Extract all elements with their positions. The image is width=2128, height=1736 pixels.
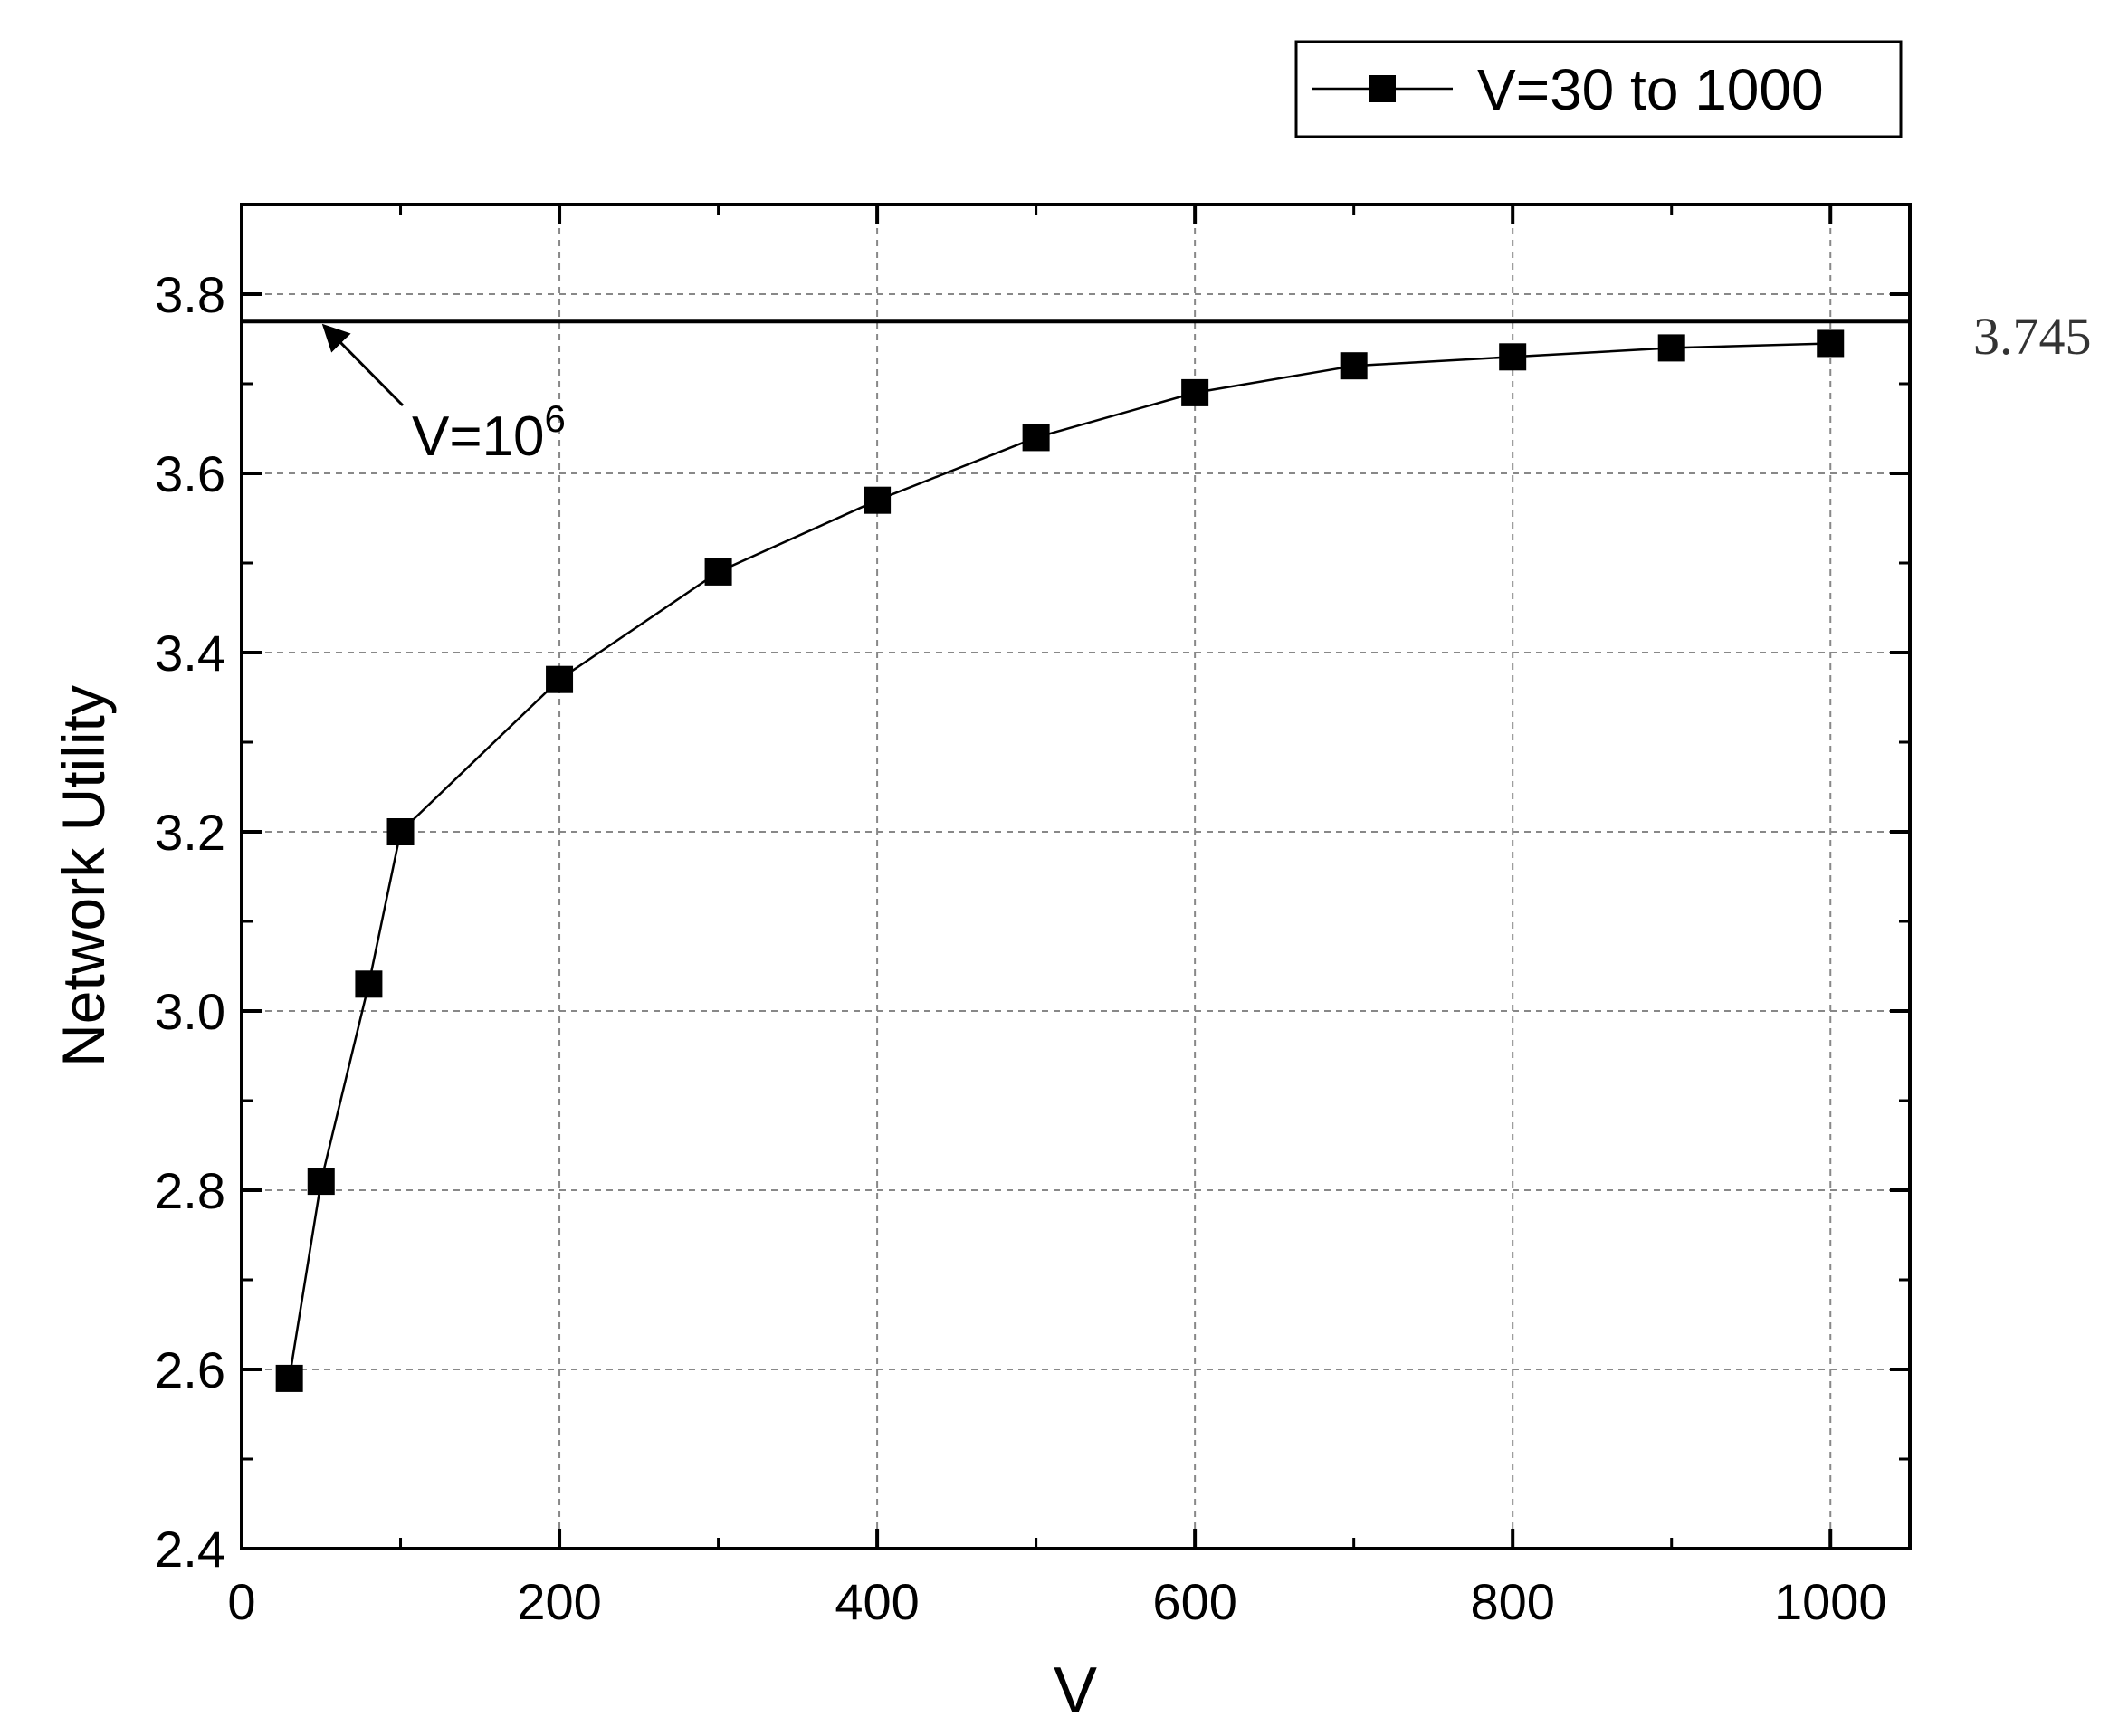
x-tick-label: 400 (835, 1573, 919, 1630)
data-point (355, 970, 383, 998)
y-tick-label: 2.4 (155, 1521, 225, 1578)
x-axis-label: V (1054, 1655, 1097, 1727)
data-point (704, 558, 732, 586)
y-tick-label: 2.8 (155, 1162, 225, 1219)
legend-marker (1369, 75, 1396, 102)
y-tick-labels: 2.4 2.6 2.8 3.0 3.2 3.4 3.6 3.8 (155, 266, 225, 1578)
data-point (1499, 343, 1527, 371)
y-tick-label: 3.4 (155, 625, 225, 682)
data-point (864, 486, 892, 514)
data-point (1657, 334, 1685, 362)
annotation-label: V=106 (412, 397, 566, 468)
x-tick-label: 1000 (1774, 1573, 1887, 1630)
right-value-label: 3.745 (1973, 307, 2092, 366)
y-tick-label: 2.6 (155, 1341, 225, 1398)
y-axis-label: Network Utility (50, 685, 117, 1067)
x-tick-labels: 0 200 400 600 800 1000 (227, 1573, 1886, 1630)
data-point (386, 818, 415, 845)
series-layer (275, 329, 1845, 1392)
x-tick-label: 0 (227, 1573, 255, 1630)
data-point (1817, 329, 1845, 358)
data-point (1181, 378, 1209, 406)
annotation-arrow (321, 323, 405, 407)
legend-box (1294, 40, 1903, 138)
plot-frame (240, 203, 1912, 1550)
data-point (275, 1364, 303, 1392)
y-tick-label: 3.2 (155, 804, 225, 861)
y-tick-label: 3.8 (155, 266, 225, 323)
x-tick-label: 600 (1152, 1573, 1236, 1630)
data-point (546, 665, 574, 693)
x-tick-label: 200 (517, 1573, 601, 1630)
legend-label: V=30 to 1000 (1477, 57, 1824, 122)
axis-ticks (240, 205, 1910, 1550)
y-tick-label: 3.6 (155, 445, 225, 502)
data-point (1340, 352, 1368, 380)
data-point (307, 1168, 335, 1196)
series-line (288, 342, 1831, 1379)
y-tick-label: 3.0 (155, 983, 225, 1040)
grid (242, 205, 1910, 1549)
legend: V=30 to 1000 (1294, 40, 1903, 138)
x-tick-label: 800 (1470, 1573, 1554, 1630)
data-point (1022, 424, 1050, 452)
